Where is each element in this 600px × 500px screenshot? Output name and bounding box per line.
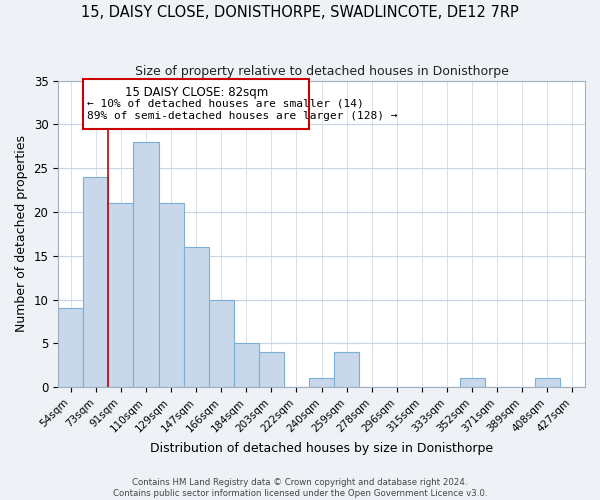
Bar — [58, 308, 83, 387]
Bar — [309, 378, 334, 387]
Bar — [184, 247, 209, 387]
X-axis label: Distribution of detached houses by size in Donisthorpe: Distribution of detached houses by size … — [150, 442, 493, 455]
Text: 89% of semi-detached houses are larger (128) →: 89% of semi-detached houses are larger (… — [87, 111, 398, 121]
Bar — [158, 203, 184, 387]
Text: Contains HM Land Registry data © Crown copyright and database right 2024.
Contai: Contains HM Land Registry data © Crown c… — [113, 478, 487, 498]
Y-axis label: Number of detached properties: Number of detached properties — [15, 136, 28, 332]
Bar — [334, 352, 359, 387]
Bar — [535, 378, 560, 387]
FancyBboxPatch shape — [83, 79, 309, 128]
Bar — [234, 344, 259, 387]
Text: 15, DAISY CLOSE, DONISTHORPE, SWADLINCOTE, DE12 7RP: 15, DAISY CLOSE, DONISTHORPE, SWADLINCOT… — [81, 5, 519, 20]
Bar — [133, 142, 158, 387]
Bar — [83, 177, 109, 387]
Bar — [109, 203, 133, 387]
Title: Size of property relative to detached houses in Donisthorpe: Size of property relative to detached ho… — [134, 65, 509, 78]
Bar — [209, 300, 234, 387]
Bar — [259, 352, 284, 387]
Text: ← 10% of detached houses are smaller (14): ← 10% of detached houses are smaller (14… — [87, 99, 364, 109]
Text: 15 DAISY CLOSE: 82sqm: 15 DAISY CLOSE: 82sqm — [125, 86, 268, 99]
Bar — [460, 378, 485, 387]
